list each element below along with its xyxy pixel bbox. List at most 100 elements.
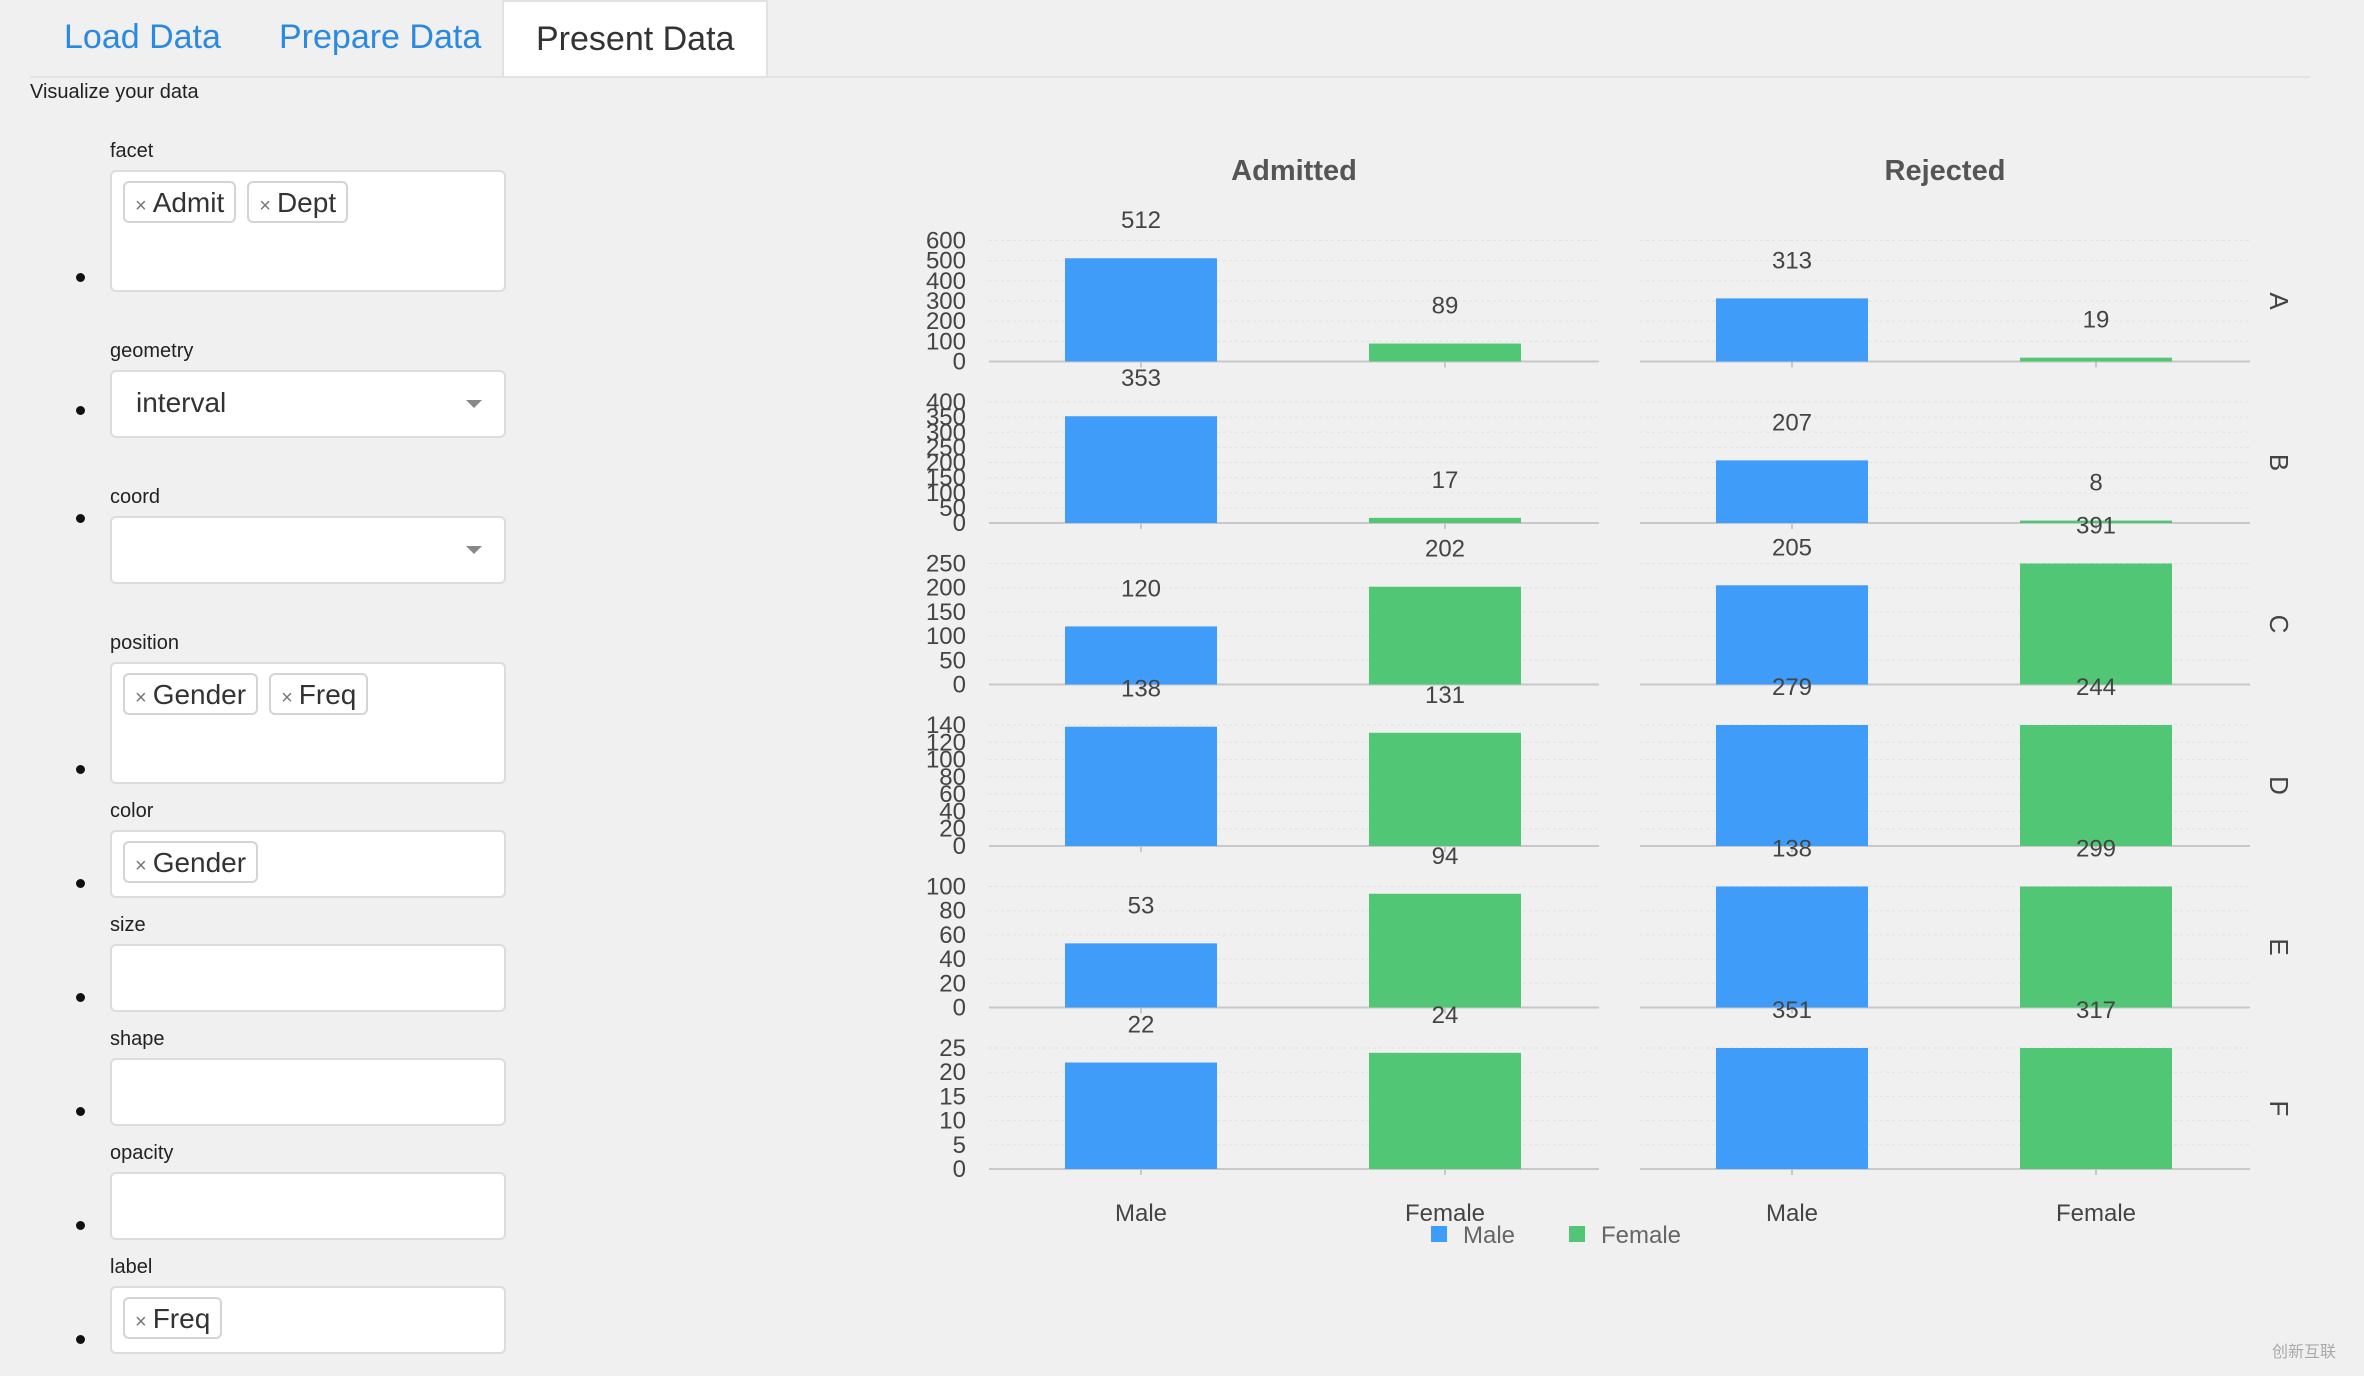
bar-rejected-c-female xyxy=(2020,563,2172,685)
bar-admitted-c-male xyxy=(1065,626,1217,685)
y-tick-label: 10 xyxy=(939,1108,966,1135)
y-tick-label: 40 xyxy=(939,946,966,973)
tab-load-data[interactable]: Load Data xyxy=(64,18,221,56)
y-tick-label: 200 xyxy=(926,308,966,335)
facet-chip-dept[interactable]: × Dept xyxy=(247,181,349,223)
data-label: 202 xyxy=(1425,536,1465,563)
chevron-down-icon[interactable] xyxy=(466,546,482,554)
geometry-select[interactable]: interval xyxy=(110,370,506,438)
label-chip-freq[interactable]: × Freq xyxy=(123,1297,223,1339)
data-label: 351 xyxy=(1772,997,1812,1024)
remove-icon[interactable]: × xyxy=(135,855,147,877)
y-tick-label: 60 xyxy=(939,781,966,808)
facet-row-label-b: B xyxy=(2264,454,2294,471)
y-tick-label: 15 xyxy=(939,1083,966,1110)
y-tick-label: 100 xyxy=(926,328,966,355)
y-tick-label: 250 xyxy=(926,551,966,578)
bar-rejected-f-male xyxy=(1716,1048,1868,1169)
bar-admitted-d-female xyxy=(1369,732,1521,846)
x-tick-label: Male xyxy=(1766,1200,1818,1227)
color-input[interactable]: × Gender xyxy=(110,830,506,898)
y-tick-label: 200 xyxy=(926,575,966,602)
data-label: 8 xyxy=(2089,470,2102,497)
x-tick-label: Male xyxy=(1115,1200,1167,1227)
y-tick-label: 500 xyxy=(926,248,966,275)
color-label: color xyxy=(110,800,154,822)
y-tick-label: 100 xyxy=(926,747,966,774)
page-subtitle: Visualize your data xyxy=(30,81,199,103)
data-label: 205 xyxy=(1772,534,1812,561)
y-tick-label: 300 xyxy=(926,419,966,446)
bar-admitted-a-male xyxy=(1065,258,1217,362)
bar-rejected-d-male xyxy=(1716,725,1868,846)
data-label: 313 xyxy=(1772,247,1812,274)
data-label: 89 xyxy=(1432,293,1459,320)
data-label: 19 xyxy=(2083,307,2110,334)
y-tick-label: 400 xyxy=(926,389,966,416)
size-input[interactable] xyxy=(110,944,506,1012)
tab-prepare-data[interactable]: Prepare Data xyxy=(279,18,482,56)
y-tick-label: 250 xyxy=(926,434,966,461)
list-bullet xyxy=(76,879,85,888)
y-tick-label: 20 xyxy=(939,1059,966,1086)
y-tick-label: 600 xyxy=(926,228,966,255)
position-chip-freq[interactable]: × Freq xyxy=(269,673,369,715)
bar-rejected-f-female xyxy=(2020,1048,2172,1169)
bar-rejected-e-female xyxy=(2020,886,2172,1008)
y-tick-label: 400 xyxy=(926,268,966,295)
facet-input[interactable]: × Admit × Dept xyxy=(110,170,506,292)
y-tick-label: 140 xyxy=(926,712,966,739)
data-label: 512 xyxy=(1121,207,1161,234)
position-chip-gender[interactable]: × Gender xyxy=(123,673,259,715)
data-label: 353 xyxy=(1121,365,1161,392)
opacity-label: opacity xyxy=(110,1142,174,1164)
bar-rejected-d-female xyxy=(2020,725,2172,846)
y-tick-label: 150 xyxy=(926,599,966,626)
x-tick-label: Female xyxy=(2056,1200,2136,1227)
y-tick-label: 50 xyxy=(939,647,966,674)
data-label: 244 xyxy=(2076,674,2116,701)
data-label: 22 xyxy=(1128,1012,1155,1039)
remove-icon[interactable]: × xyxy=(259,195,271,217)
y-tick-label: 5 xyxy=(953,1132,966,1159)
list-bullet xyxy=(76,1221,85,1230)
bar-admitted-b-female xyxy=(1369,517,1521,523)
remove-icon[interactable]: × xyxy=(135,195,147,217)
shape-input[interactable] xyxy=(110,1058,506,1126)
remove-icon[interactable]: × xyxy=(135,1311,147,1333)
facet-chip-admit[interactable]: × Admit xyxy=(123,181,237,223)
coord-select[interactable] xyxy=(110,516,506,584)
shape-label: shape xyxy=(110,1028,165,1050)
tab-present-data[interactable]: Present Data xyxy=(502,0,769,78)
data-label: 299 xyxy=(2076,836,2116,863)
data-label: 138 xyxy=(1772,836,1812,863)
facet-title-rejected: Rejected xyxy=(1885,155,2006,187)
position-input[interactable]: × Gender × Freq xyxy=(110,662,506,784)
y-tick-label: 300 xyxy=(926,288,966,315)
facet-row-label-e: E xyxy=(2264,938,2294,955)
list-bullet xyxy=(76,514,85,523)
facet-row-label-c: C xyxy=(2264,615,2294,634)
bar-rejected-a-female xyxy=(2020,357,2172,362)
y-tick-label: 20 xyxy=(939,816,966,843)
bar-rejected-b-male xyxy=(1716,460,1868,523)
data-label: 391 xyxy=(2076,513,2116,540)
opacity-input[interactable] xyxy=(110,1172,506,1240)
y-tick-label: 0 xyxy=(953,672,966,699)
bar-admitted-f-female xyxy=(1369,1052,1521,1169)
color-chip-gender[interactable]: × Gender xyxy=(123,841,259,883)
y-tick-label: 40 xyxy=(939,798,966,825)
y-tick-label: 0 xyxy=(953,833,966,860)
y-tick-label: 0 xyxy=(953,349,966,376)
chevron-down-icon[interactable] xyxy=(466,400,482,408)
bar-admitted-e-male xyxy=(1065,943,1217,1008)
y-tick-label: 80 xyxy=(939,898,966,925)
remove-icon[interactable]: × xyxy=(135,687,147,709)
list-bullet xyxy=(76,1335,85,1344)
list-bullet xyxy=(76,1107,85,1116)
label-input[interactable]: × Freq xyxy=(110,1286,506,1354)
data-label: 317 xyxy=(2076,997,2116,1024)
data-label: 120 xyxy=(1121,575,1161,602)
remove-icon[interactable]: × xyxy=(281,687,293,709)
